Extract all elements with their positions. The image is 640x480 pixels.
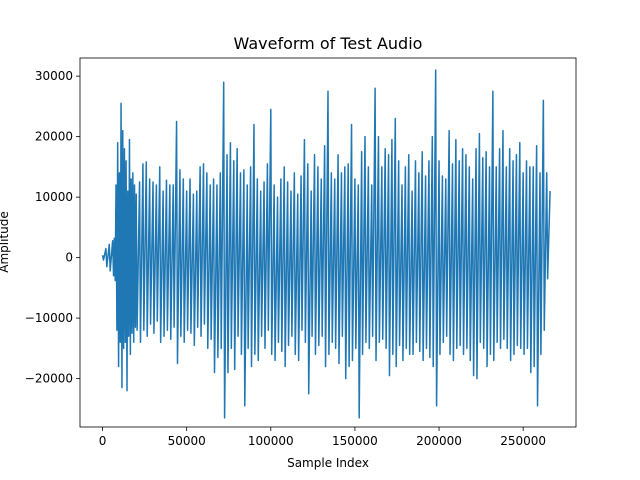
y-tick-label: 10000 [35,190,73,204]
plot-frame [79,57,577,428]
y-tick-label: −20000 [25,372,73,386]
plot-area [101,69,551,419]
x-tick-label: 200000 [416,434,462,448]
y-axis-ticks: −20000 −10000 0 10000 20000 30000 [25,69,80,386]
x-axis-ticks: 0 50000 100000 150000 200000 250000 [99,427,546,448]
y-tick-label: −10000 [25,311,73,325]
y-tick-label: 0 [65,251,73,265]
x-tick-label: 50000 [168,434,206,448]
y-tick-label: 20000 [35,130,73,144]
x-tick-label: 150000 [332,434,378,448]
y-axis-label: Amplitude [0,211,11,273]
waveform-series-line [101,69,551,419]
x-tick-label: 0 [99,434,107,448]
x-axis-label: Sample Index [287,456,369,470]
x-tick-label: 250000 [500,434,546,448]
series-layer [101,69,551,419]
x-tick-label: 100000 [248,434,294,448]
chart-title: Waveform of Test Audio [234,34,423,53]
y-tick-label: 30000 [35,69,73,83]
